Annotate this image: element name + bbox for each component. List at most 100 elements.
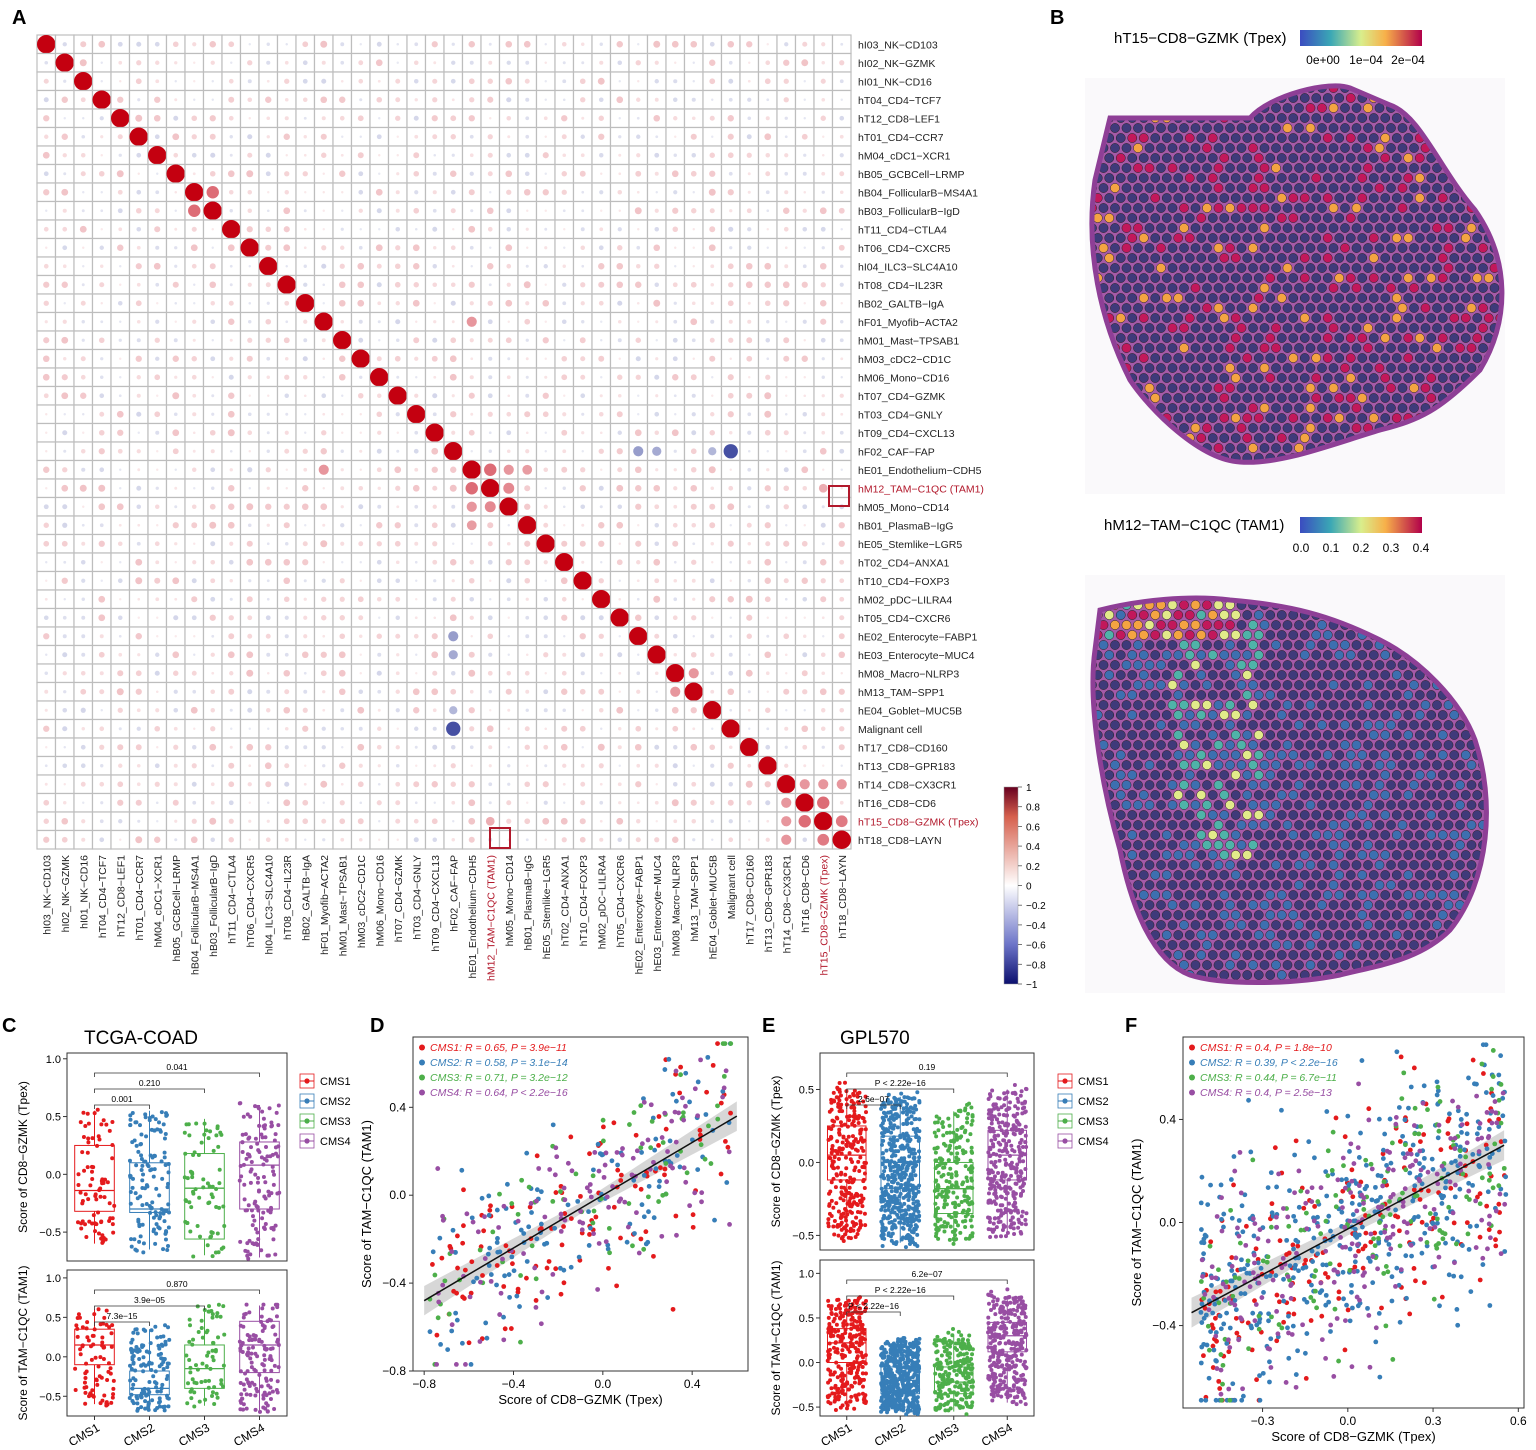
- correlation-dot: [795, 793, 814, 812]
- correlation-dot: [209, 503, 216, 510]
- spatial-spot: [1207, 233, 1218, 243]
- spatial-spot: [1156, 263, 1166, 273]
- correlation-dot: [821, 430, 826, 435]
- correlation-dot: [174, 468, 177, 471]
- spatial-spot: [1294, 163, 1304, 173]
- correlation-dot: [727, 263, 734, 270]
- correlation-dot: [727, 115, 734, 122]
- spatial-spot: [1317, 303, 1327, 313]
- spatial-spot: [1351, 343, 1362, 353]
- correlation-dot: [82, 246, 85, 249]
- correlation-dot: [359, 375, 363, 379]
- spatial-maps: hT15−CD8−GZMK (Tpex) 0e+00 1e−04 2e−04 hM1…: [1085, 30, 1505, 993]
- spatial-spot: [1156, 243, 1166, 253]
- correlation-dot: [747, 708, 751, 712]
- spatial-spot: [1271, 323, 1281, 333]
- correlation-dot: [172, 799, 179, 806]
- correlation-dot: [634, 614, 642, 622]
- correlation-dot: [62, 245, 68, 251]
- correlation-dot: [803, 709, 806, 712]
- column-label: hT07_CD4−GZMK: [393, 855, 405, 942]
- correlation-dot: [766, 690, 769, 693]
- correlation-dot: [783, 504, 789, 510]
- correlation-dot: [802, 319, 807, 324]
- correlation-dot: [193, 487, 196, 490]
- correlation-dot: [822, 135, 825, 138]
- correlation-dot: [340, 505, 344, 509]
- spatial-spot: [1219, 233, 1230, 243]
- correlation-dot: [433, 764, 437, 768]
- correlation-dot: [116, 503, 124, 511]
- correlation-dot: [839, 171, 845, 177]
- column-label: hM05_Mono−CD14: [504, 855, 516, 947]
- correlation-dot: [505, 337, 512, 344]
- spatial-spot: [1259, 303, 1270, 313]
- spatial-spot: [1328, 103, 1339, 113]
- correlation-dot: [173, 726, 178, 731]
- spatial-spot: [1242, 253, 1253, 263]
- correlation-dot: [690, 170, 697, 177]
- correlation-dot: [746, 392, 753, 399]
- correlation-dot: [414, 98, 418, 102]
- correlation-dot: [710, 412, 715, 417]
- spatial-spot: [1397, 143, 1408, 153]
- correlation-dot: [37, 35, 56, 54]
- spatial-spot: [1265, 333, 1276, 343]
- correlation-dot: [525, 338, 529, 342]
- correlation-dot: [487, 633, 494, 640]
- correlation-dot: [229, 283, 233, 287]
- correlation-dot: [655, 820, 658, 823]
- correlation-dot: [617, 319, 622, 324]
- correlation-dot: [358, 763, 363, 768]
- correlation-dot: [211, 246, 214, 249]
- correlation-dot: [339, 263, 345, 269]
- spatial-spot: [1242, 153, 1253, 163]
- spatial-spot: [1368, 293, 1379, 303]
- correlation-dot: [653, 114, 661, 122]
- spatial-spot: [1184, 253, 1195, 263]
- correlation-dot: [690, 799, 697, 806]
- correlation-dot: [302, 818, 309, 825]
- correlation-dot: [469, 301, 474, 306]
- correlation-dot: [265, 152, 271, 158]
- correlation-dot: [840, 320, 844, 324]
- correlation-dot: [154, 226, 161, 233]
- correlation-dot: [727, 762, 734, 769]
- correlation-dot: [118, 634, 122, 638]
- correlation-dot: [524, 411, 531, 418]
- correlation-dot: [358, 689, 364, 695]
- correlation-dot: [636, 801, 640, 805]
- spatial-spot: [1443, 283, 1454, 293]
- correlation-dot: [727, 152, 734, 159]
- correlation-dot: [525, 264, 529, 268]
- correlation-dot: [44, 708, 48, 712]
- spatial-spot: [1161, 233, 1172, 243]
- correlation-dot: [748, 653, 751, 656]
- correlation-dot: [415, 764, 418, 767]
- correlation-dot: [542, 781, 549, 788]
- spatial-spot: [1150, 153, 1161, 163]
- correlation-dot: [394, 466, 402, 474]
- spatial-spot: [1311, 253, 1322, 263]
- correlation-dot: [727, 503, 735, 511]
- correlation-dot: [44, 597, 48, 601]
- column-label: hM12_TAM−C1QC (TAM1): [485, 855, 497, 981]
- correlation-dot: [192, 560, 197, 565]
- spatial-spot: [1110, 303, 1120, 313]
- correlation-dot: [727, 300, 734, 307]
- correlation-dot: [63, 746, 66, 749]
- correlation-dot: [173, 707, 179, 713]
- correlation-dot: [487, 411, 493, 417]
- row-label: hT07_CD4−GZMK: [858, 391, 945, 403]
- row-label: hT02_CD4−ANXA1: [858, 557, 950, 569]
- correlation-dot: [395, 190, 400, 195]
- correlation-dot: [100, 80, 103, 83]
- correlation-dot: [766, 727, 770, 731]
- spatial-spot: [1167, 183, 1178, 193]
- correlation-dot: [450, 245, 456, 251]
- correlation-dot: [561, 171, 567, 177]
- correlation-dot: [561, 466, 568, 473]
- correlation-dot: [802, 226, 808, 232]
- correlation-dot: [303, 227, 307, 231]
- correlation-dot: [765, 800, 771, 806]
